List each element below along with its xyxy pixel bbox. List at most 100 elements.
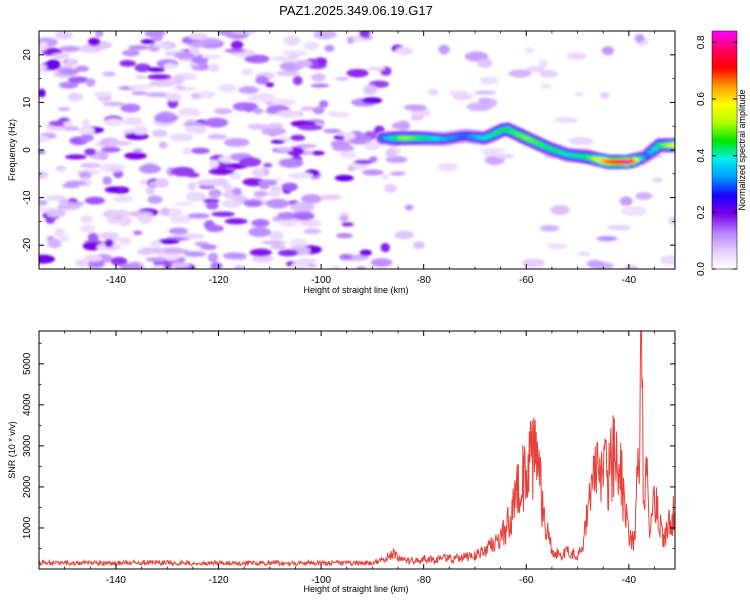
heatmap-noise-blob [310, 83, 330, 88]
heatmap-noise-blob [118, 237, 132, 246]
heatmap-noise-blob [524, 47, 535, 54]
heatmap-noise-blob [154, 113, 179, 123]
x-tick-label: -140 [106, 575, 126, 586]
heatmap-ridge-segment [646, 150, 654, 155]
heatmap-noise-blob [152, 43, 173, 48]
heatmap-noise-blob [482, 152, 500, 157]
heatmap-noise-blob [87, 37, 101, 47]
heatmap-noise-blob [63, 126, 80, 132]
heatmap-noise-blob [224, 218, 248, 225]
heatmap-noise-blob [222, 184, 233, 190]
heatmap-ridge-segment [642, 154, 650, 158]
heatmap-noise-blob [290, 134, 306, 141]
heatmap-noise-blob [526, 65, 546, 73]
heatmap-noise-blob [207, 134, 228, 140]
heatmap-ridge-segment [508, 129, 516, 134]
heatmap-noise-blob [313, 31, 337, 40]
heatmap-noise-blob [102, 71, 116, 77]
heatmap-noise-blob [80, 162, 101, 169]
heatmap-noise-blob [132, 125, 149, 135]
heatmap-noise-blob [84, 196, 105, 205]
heatmap-noise-blob [339, 214, 349, 222]
y-tick-label: -10 [22, 190, 33, 205]
heatmap-noise-blob [448, 90, 469, 96]
heatmap-noise-blob [120, 103, 141, 113]
y-tick-label: 4000 [22, 393, 33, 416]
heatmap-x-label: Height of straight line (km) [303, 285, 408, 295]
heatmap-noise-blob [93, 91, 113, 98]
heatmap-noise-blob [267, 122, 283, 129]
heatmap-noise-blob [187, 181, 197, 191]
heatmap-noise-blob [137, 214, 153, 224]
heatmap-noise-blob [119, 59, 136, 67]
heatmap-noise-blob [208, 63, 220, 73]
heatmap-noise-blob [213, 108, 233, 115]
heatmap-noise-blob [312, 106, 325, 115]
heatmap-noise-blob [187, 41, 206, 48]
heatmap-ridge-segment [637, 156, 645, 160]
heatmap-noise-blob [39, 88, 46, 98]
heatmap-noise-blob [310, 73, 326, 82]
heatmap-noise-blob [269, 244, 287, 250]
heatmap-ridge-segment [513, 131, 521, 136]
y-tick-label: 5000 [22, 352, 33, 375]
heatmap-noise-blob [361, 97, 383, 104]
heatmap-noise-blob [329, 111, 350, 118]
heatmap-noise-blob [97, 232, 120, 239]
heatmap-noise-blob [271, 56, 297, 62]
heatmap-noise-blob [160, 207, 170, 216]
heatmap-noise-blob [600, 91, 610, 99]
heatmap-noise-blob [318, 100, 329, 108]
heatmap-noise-blob [173, 52, 195, 59]
y-tick-label: 3000 [22, 434, 33, 457]
heatmap-ridge-segment [536, 142, 544, 147]
heatmap-noise-blob [172, 75, 185, 85]
snr-series-line [39, 331, 675, 568]
heatmap-noise-blob [170, 166, 195, 177]
heatmap-noise-blob [234, 265, 244, 269]
heatmap-noise-blob [198, 61, 209, 71]
heatmap-y-axis: -20 -10 0 10 20 [22, 30, 675, 270]
heatmap-noise-blob [181, 233, 205, 239]
heatmap-noise-blob [385, 148, 397, 158]
heatmap-noise-blob [144, 31, 166, 38]
heatmap-noise-blob [668, 216, 675, 226]
heatmap-ridge-segment [485, 134, 493, 139]
heatmap-noise-blob [47, 238, 62, 249]
heatmap-ridge-segment [540, 144, 548, 149]
heatmap-noise-blob [184, 251, 206, 257]
heatmap-noise-blob [39, 135, 50, 143]
heatmap-noise-blob [45, 209, 67, 218]
heatmap-ridge-segment [531, 140, 539, 144]
heatmap-noise-blob [148, 80, 174, 87]
heatmap-noise-blob [619, 196, 633, 206]
heatmap-noise-blob [81, 118, 91, 129]
heatmap-noise-blob [251, 219, 270, 227]
colorbar: 0.0 0.2 0.4 0.6 0.8 Normalized spectral ampl… [696, 30, 747, 276]
heatmap-noise-blob [252, 254, 274, 263]
heatmap-noise-blob [300, 194, 323, 204]
heatmap-noise-blob [84, 148, 97, 156]
heatmap-noise-blob [217, 156, 232, 163]
heatmap-noise-blob [281, 50, 308, 56]
heatmap-noise-blob [270, 139, 286, 144]
heatmap-noise-blob [289, 202, 315, 212]
heatmap-noise-blob [103, 118, 124, 127]
heatmap-noise-blob [265, 82, 275, 88]
heatmap-noise-blob [281, 182, 299, 192]
heatmap-noise-blob [339, 253, 353, 261]
heatmap-noise-blob [75, 259, 88, 267]
heatmap-noise-blob [239, 157, 262, 167]
heatmap-noise-blob [169, 262, 191, 269]
heatmap-noise-blob [252, 107, 264, 115]
heatmap-noise-blob [87, 260, 105, 269]
heatmap-noise-blob [87, 232, 99, 243]
heatmap-noise-blob [39, 199, 48, 206]
heatmap-x-axis: -140 -120 -100 -80 -60 -40 [38, 31, 655, 286]
heatmap-noise-blob [352, 37, 366, 43]
heatmap-noise-blob [201, 54, 223, 59]
heatmap-noise-blob [508, 69, 532, 78]
heatmap-noise-blob [362, 169, 384, 176]
heatmap-noise-blob [106, 216, 126, 225]
heatmap-noise-blob [229, 172, 242, 180]
